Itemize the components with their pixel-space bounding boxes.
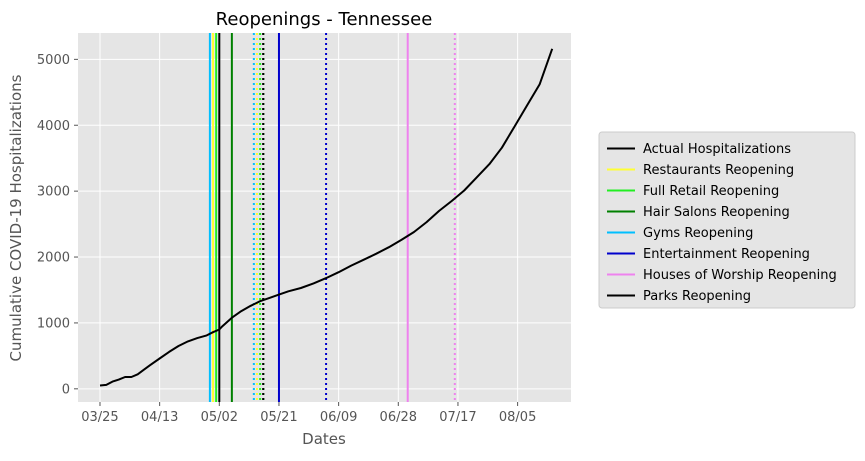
legend-box: [598, 131, 856, 309]
legend-label: Entertainment Reopening: [643, 247, 810, 262]
y-axis-label: Cumulative COVID-19 Hospitalizations: [7, 74, 25, 361]
chart-title: Reopenings - Tennessee: [216, 9, 433, 30]
y-tick-label: 3000: [37, 185, 70, 200]
y-tick-label: 4000: [37, 119, 70, 134]
legend-label: Gyms Reopening: [643, 226, 753, 241]
x-axis-label: Dates: [302, 430, 346, 448]
hospitalizations-line: [99, 48, 554, 387]
x-tick-label: 05/21: [260, 410, 297, 425]
plot-area: [78, 33, 571, 402]
legend-label: Full Retail Reopening: [643, 184, 779, 199]
x-tick-label: 07/17: [439, 410, 476, 425]
x-tick-label: 03/25: [81, 410, 118, 425]
series-lines: [99, 48, 554, 387]
x-tick-label: 04/13: [141, 410, 178, 425]
y-tick-label: 0: [62, 382, 70, 397]
y-tick-label: 1000: [37, 316, 70, 331]
y-tick-label: 2000: [37, 251, 70, 266]
x-tick-label: 08/05: [499, 410, 536, 425]
y-tick-label: 5000: [37, 53, 70, 68]
legend-label: Actual Hospitalizations: [643, 142, 791, 157]
legend: Actual Hospitalizations Restaurants Reope…: [598, 131, 856, 309]
reopening-markers: [208, 33, 456, 402]
x-tick-label: 05/02: [201, 410, 238, 425]
legend-label: Hair Salons Reopening: [643, 205, 790, 220]
legend-label: Parks Reopening: [643, 289, 751, 304]
legend-label: Houses of Worship Reopening: [643, 268, 837, 283]
grid-lines: [78, 33, 571, 402]
y-axis-ticks: 0 1000 2000 3000 4000 5000: [37, 53, 78, 397]
x-tick-label: 06/09: [320, 410, 357, 425]
x-axis-ticks: 03/25 04/13 05/02 05/21 06/09 06/28 07/17 08/05: [81, 402, 536, 425]
legend-label: Restaurants Reopening: [643, 163, 794, 178]
x-tick-label: 06/28: [380, 410, 417, 425]
